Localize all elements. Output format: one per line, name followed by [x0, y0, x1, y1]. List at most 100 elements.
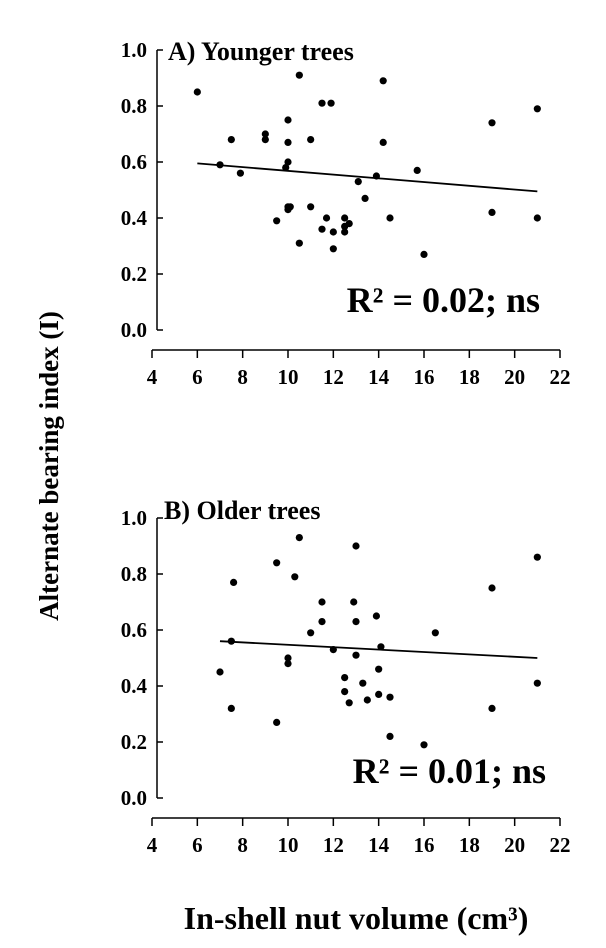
data-point — [345, 699, 353, 707]
data-point — [329, 228, 337, 236]
data-point — [286, 203, 294, 211]
data-point — [307, 136, 315, 144]
data-point — [284, 660, 292, 668]
data-point — [341, 688, 349, 696]
x-tick-label: 20 — [504, 365, 525, 389]
data-point — [341, 674, 349, 682]
r-squared-label: R² = 0.01; ns — [353, 751, 546, 791]
panel-a-younger-trees: 0.0 0.2 0.4 0.6 0.8 1.0 4 6 8 10 12 14 16 18 20 22 A) Yo… — [121, 37, 571, 389]
data-point — [352, 618, 360, 626]
data-point — [295, 534, 303, 542]
data-point — [363, 696, 371, 704]
data-point — [341, 228, 349, 236]
data-point — [273, 559, 281, 567]
x-tick-label: 8 — [237, 365, 248, 389]
data-point — [375, 690, 383, 699]
x-tick-label: 14 — [368, 365, 390, 389]
data-point — [273, 217, 281, 225]
data-point — [488, 208, 496, 216]
y-tick-label: 0.4 — [121, 206, 148, 230]
data-point — [261, 136, 269, 144]
data-point — [327, 99, 335, 107]
x-tick-label: 8 — [237, 833, 248, 857]
x-tick-label: 10 — [278, 833, 299, 857]
data-point — [361, 194, 369, 202]
data-point — [379, 77, 387, 85]
panel-title: B) Older trees — [164, 496, 320, 525]
data-point — [533, 553, 541, 561]
data-point — [230, 578, 238, 587]
data-point — [372, 612, 380, 620]
regression-line — [219, 640, 538, 659]
data-point — [284, 158, 292, 166]
x-tick-label: 20 — [504, 833, 525, 857]
data-point — [227, 136, 235, 144]
data-point — [413, 166, 421, 174]
data-point — [318, 99, 326, 107]
data-point — [345, 220, 353, 228]
x-tick-label: 18 — [459, 833, 480, 857]
data-point — [295, 71, 303, 79]
data-point — [307, 203, 315, 211]
data-point — [329, 245, 337, 253]
data-point — [227, 637, 235, 645]
data-point — [193, 88, 201, 96]
data-point — [341, 214, 349, 222]
y-tick-label: 1.0 — [121, 38, 147, 62]
y-tick-label: 0.8 — [121, 562, 147, 586]
panel-title: A) Younger trees — [168, 37, 354, 66]
x-tick-label: 12 — [323, 365, 344, 389]
data-point — [284, 138, 292, 146]
data-point — [420, 741, 428, 749]
data-point — [533, 679, 541, 687]
x-tick-label: 18 — [459, 365, 480, 389]
regression-line — [197, 162, 538, 193]
data-point — [354, 178, 362, 186]
x-axis-title: In-shell nut volume (cm³) — [184, 900, 529, 936]
y-tick-label: 0.2 — [121, 262, 147, 286]
data-point — [322, 214, 331, 222]
data-point — [359, 679, 367, 687]
x-tick-label: 14 — [368, 833, 390, 857]
data-point — [318, 618, 326, 626]
x-tick-label: 16 — [414, 833, 435, 857]
x-tick-label: 6 — [192, 365, 203, 389]
r-squared-label: R² = 0.02; ns — [347, 280, 540, 320]
data-point — [318, 598, 326, 606]
data-point — [488, 584, 496, 592]
data-point — [291, 573, 299, 581]
data-point — [352, 542, 360, 550]
data-point — [377, 643, 385, 651]
x-tick-label: 16 — [414, 365, 435, 389]
data-point — [488, 119, 496, 127]
y-axis-title: Alternate bearing index (I) — [34, 311, 64, 621]
data-point — [329, 646, 337, 654]
data-point — [420, 250, 428, 258]
data-point — [379, 138, 387, 146]
y-tick-label: 0.6 — [121, 618, 147, 642]
data-point — [282, 164, 290, 172]
x-tick-label: 10 — [278, 365, 299, 389]
y-tick-label: 0.8 — [121, 94, 147, 118]
x-tick-label: 22 — [550, 833, 571, 857]
data-point — [273, 718, 281, 727]
panel-b-older-trees: 0.0 0.2 0.4 0.6 0.8 1.0 4 6 8 10 12 14 16 18 20 22 B) Ol… — [121, 496, 571, 857]
x-tick-label: 22 — [550, 365, 571, 389]
y-tick-label: 1.0 — [121, 506, 147, 530]
y-tick-label: 0.6 — [121, 150, 147, 174]
data-point — [352, 651, 360, 659]
y-tick-label: 0.2 — [121, 730, 147, 754]
data-point — [350, 598, 358, 606]
x-tick-label: 4 — [147, 833, 158, 857]
data-point — [236, 169, 244, 177]
data-point — [318, 225, 326, 233]
data-point — [488, 704, 496, 713]
data-point — [533, 105, 541, 113]
data-point — [375, 665, 383, 673]
data-point — [533, 214, 541, 222]
data-point — [261, 130, 269, 138]
data-point — [216, 668, 224, 676]
data-point — [431, 629, 439, 637]
x-tick-label: 4 — [147, 365, 158, 389]
